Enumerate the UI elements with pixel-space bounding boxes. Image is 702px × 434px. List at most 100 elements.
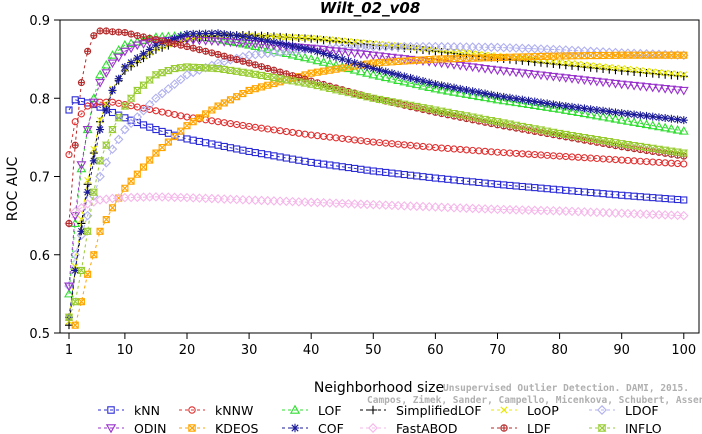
data-point — [95, 79, 105, 88]
data-point — [233, 56, 241, 64]
data-point — [313, 68, 321, 76]
data-point — [214, 102, 222, 110]
data-point — [593, 62, 601, 70]
data-point — [202, 110, 210, 118]
data-point — [368, 41, 379, 52]
data-point — [616, 48, 627, 58]
data-point — [189, 118, 197, 126]
data-point — [338, 37, 346, 45]
data-point — [275, 196, 285, 206]
data-point — [77, 227, 86, 236]
data-point — [300, 52, 310, 62]
data-point — [343, 198, 354, 209]
data-point — [492, 94, 503, 104]
data-point — [368, 199, 379, 210]
data-point — [529, 44, 540, 54]
data-point — [598, 78, 609, 88]
data-point — [65, 151, 73, 159]
data-point — [183, 43, 191, 51]
data-point — [680, 51, 688, 59]
data-point — [306, 44, 317, 54]
data-point — [76, 161, 87, 170]
data-point — [182, 192, 192, 203]
data-point — [660, 84, 671, 94]
data-point — [70, 298, 80, 306]
data-point — [411, 79, 422, 89]
data-point — [77, 219, 86, 228]
data-point — [202, 47, 210, 55]
data-point — [90, 251, 98, 259]
data-point — [443, 82, 452, 91]
x-tick-label: 1 — [65, 343, 73, 358]
data-point — [442, 60, 453, 69]
data-point — [139, 163, 148, 171]
data-point — [517, 43, 528, 54]
data-point — [163, 192, 174, 202]
data-point — [214, 50, 222, 58]
legend-label: ODIN — [134, 421, 167, 434]
legend-marker — [188, 406, 196, 414]
data-point — [251, 85, 259, 93]
legend-marker — [368, 405, 378, 415]
x-tick-label: 30 — [241, 343, 258, 358]
y-tick-label: 0.5 — [29, 327, 50, 342]
data-point — [641, 209, 652, 219]
series-cof — [65, 29, 688, 322]
data-point — [579, 207, 590, 217]
data-point — [89, 188, 99, 196]
data-point — [629, 81, 640, 91]
data-point — [132, 112, 143, 122]
data-point — [598, 207, 608, 218]
data-point — [672, 210, 683, 221]
data-point — [84, 47, 92, 55]
data-point — [171, 133, 179, 141]
data-point — [84, 177, 92, 184]
data-point — [660, 210, 670, 220]
data-point — [442, 85, 453, 95]
data-point — [368, 51, 379, 61]
data-point — [282, 33, 290, 41]
data-point — [251, 61, 259, 69]
data-point — [195, 114, 203, 122]
data-point — [536, 98, 545, 107]
data-point — [498, 42, 509, 53]
data-point — [114, 74, 123, 83]
data-point — [554, 44, 565, 55]
data-point — [517, 98, 528, 108]
data-point — [164, 38, 172, 46]
data-point — [680, 160, 688, 168]
data-point — [604, 47, 615, 58]
data-point — [65, 219, 73, 227]
x-tick-label: 90 — [613, 343, 630, 358]
data-point — [189, 29, 198, 38]
data-point — [667, 114, 676, 123]
data-point — [661, 69, 669, 77]
data-point — [554, 104, 565, 113]
data-point — [393, 75, 404, 84]
data-point — [529, 100, 540, 109]
data-point — [542, 205, 552, 216]
legend: kNN kNNW LOF SimplifiedLOF LoOP LDOF ODIN KDEOS… — [98, 403, 662, 434]
data-point — [257, 35, 266, 44]
data-point — [88, 98, 99, 108]
data-point — [381, 67, 390, 76]
data-point — [635, 82, 646, 92]
data-point — [138, 40, 149, 49]
data-point — [133, 170, 141, 178]
data-point — [307, 34, 316, 43]
data-point — [436, 84, 447, 94]
legend-label: kNN — [134, 403, 160, 418]
data-point — [76, 163, 87, 173]
data-point — [325, 51, 334, 60]
data-point — [523, 205, 534, 215]
legend-label: SimplifiedLOF — [396, 403, 482, 418]
data-point — [413, 44, 421, 52]
data-point — [238, 32, 247, 41]
series-line — [68, 32, 684, 318]
data-point — [270, 33, 278, 40]
data-point — [177, 127, 185, 135]
data-point — [561, 206, 571, 216]
data-point — [430, 83, 441, 93]
legend-label: LDOF — [625, 403, 659, 418]
data-point — [455, 42, 466, 52]
